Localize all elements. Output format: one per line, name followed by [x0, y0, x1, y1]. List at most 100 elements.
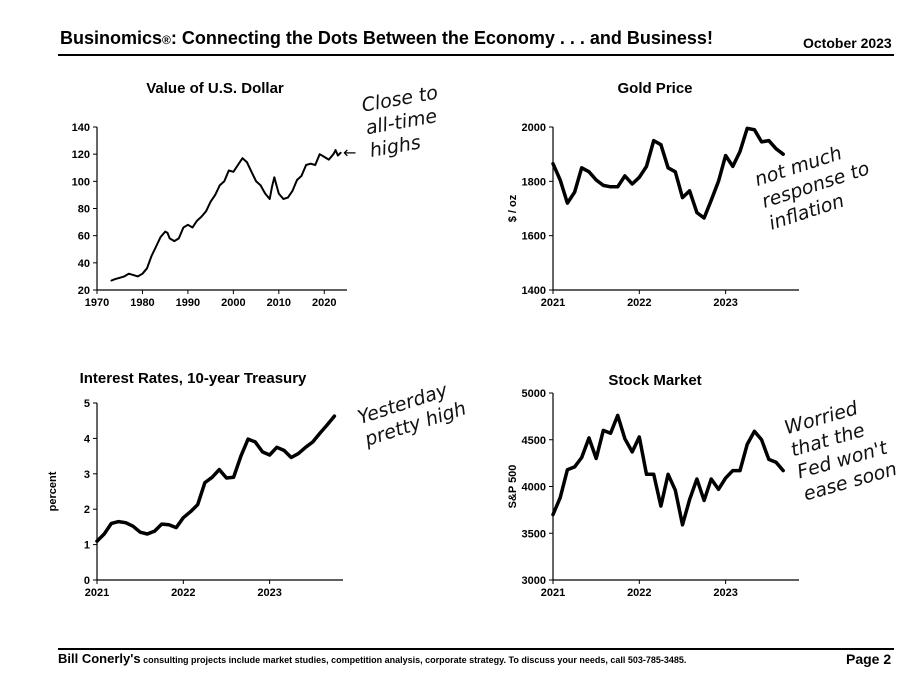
data-point [132, 274, 135, 276]
chart-title: Interest Rates, 10-year Treasury [80, 370, 307, 387]
data-point [652, 139, 655, 142]
data-point [334, 149, 337, 151]
data-point [290, 456, 292, 459]
x-tick-label: 2022 [627, 297, 651, 309]
issue-date: October 2023 [803, 35, 892, 51]
data-point [602, 184, 605, 187]
data-point [703, 217, 705, 219]
data-point [282, 198, 285, 200]
data-point [559, 179, 561, 181]
y-tick-label: 0 [84, 575, 90, 587]
data-point [196, 503, 199, 506]
data-point [638, 176, 641, 179]
data-point [688, 190, 691, 192]
data-point [114, 278, 116, 280]
data-point [323, 156, 326, 158]
registered-mark: ® [162, 33, 171, 47]
data-point [173, 240, 176, 242]
footer-author: Bill Conerly's [58, 651, 141, 666]
dollar-note-arrow: ← [343, 143, 357, 162]
page-number: Page 2 [846, 651, 892, 667]
data-point [214, 194, 216, 196]
data-point [674, 171, 677, 173]
x-tick-label: 2023 [713, 587, 737, 599]
y-tick-label: 100 [72, 176, 90, 188]
data-point [318, 153, 321, 155]
data-point [123, 275, 126, 278]
data-point [132, 525, 134, 527]
data-point [291, 190, 294, 192]
data-point [739, 469, 741, 472]
y-tick-label: 4500 [522, 435, 546, 447]
data-point [218, 468, 221, 471]
data-point [782, 153, 784, 155]
data-point [200, 215, 203, 218]
data-point [760, 141, 763, 143]
data-point [328, 158, 330, 161]
data-point [746, 443, 748, 446]
data-point [645, 473, 648, 476]
series-line [551, 413, 785, 527]
y-tick-label: 120 [72, 149, 90, 161]
data-point [616, 414, 619, 417]
y-axis-label: $ / oz [507, 194, 519, 222]
data-point [588, 171, 590, 173]
x-tick-label: 2021 [541, 297, 565, 309]
data-point [703, 499, 705, 502]
dollar-handwritten-note: Close to all-time highs [360, 82, 448, 163]
y-tick-label: 140 [72, 122, 90, 134]
series-line [551, 126, 785, 220]
data-point [171, 238, 173, 241]
data-point [218, 184, 221, 187]
y-tick-label: 3500 [522, 528, 546, 540]
data-point [168, 237, 171, 240]
data-point [638, 436, 641, 438]
x-tick-label: 1990 [176, 297, 200, 309]
data-point [573, 191, 576, 193]
data-point [753, 430, 756, 433]
data-point [259, 184, 262, 187]
data-point [178, 237, 180, 240]
data-point [278, 192, 280, 195]
x-tick-label: 2010 [267, 297, 291, 309]
data-point [268, 198, 271, 200]
data-point [300, 175, 303, 177]
data-point [96, 540, 98, 542]
data-point [223, 180, 226, 183]
title-rest: : Connecting the Dots Between the Econom… [170, 28, 713, 48]
x-tick-label: 2021 [541, 587, 565, 599]
data-point [595, 457, 597, 460]
rates-handwritten-note: Yesterday pretty high [355, 376, 469, 452]
data-point [573, 466, 576, 468]
data-point [211, 476, 213, 479]
data-point [724, 477, 727, 479]
data-point [159, 236, 162, 238]
data-point [595, 179, 597, 181]
data-point [588, 437, 590, 439]
data-point [681, 196, 684, 199]
data-point [110, 279, 113, 282]
data-point [250, 171, 253, 173]
stocks-chart: Stock Market 3000 3500 4000 4500 5000 2021 2022… [507, 372, 799, 599]
data-point [739, 150, 741, 153]
data-point [319, 432, 321, 434]
data-point [559, 496, 561, 499]
data-point [688, 498, 691, 501]
y-tick-label: 5000 [522, 388, 546, 400]
y-tick-label: 5 [84, 398, 90, 410]
footer-blurb: Bill Conerly's consulting projects inclu… [58, 651, 686, 666]
data-point [276, 446, 278, 449]
series-line [95, 414, 337, 543]
y-tick-label: 2 [84, 504, 90, 516]
data-point [209, 200, 212, 203]
data-point [191, 226, 194, 229]
data-point [296, 179, 298, 181]
data-point [332, 153, 335, 155]
data-point [139, 531, 141, 533]
data-point [710, 478, 712, 480]
data-point [580, 167, 583, 169]
data-point [602, 429, 605, 432]
data-point [225, 477, 228, 479]
data-point [775, 147, 777, 150]
data-point [155, 245, 157, 248]
